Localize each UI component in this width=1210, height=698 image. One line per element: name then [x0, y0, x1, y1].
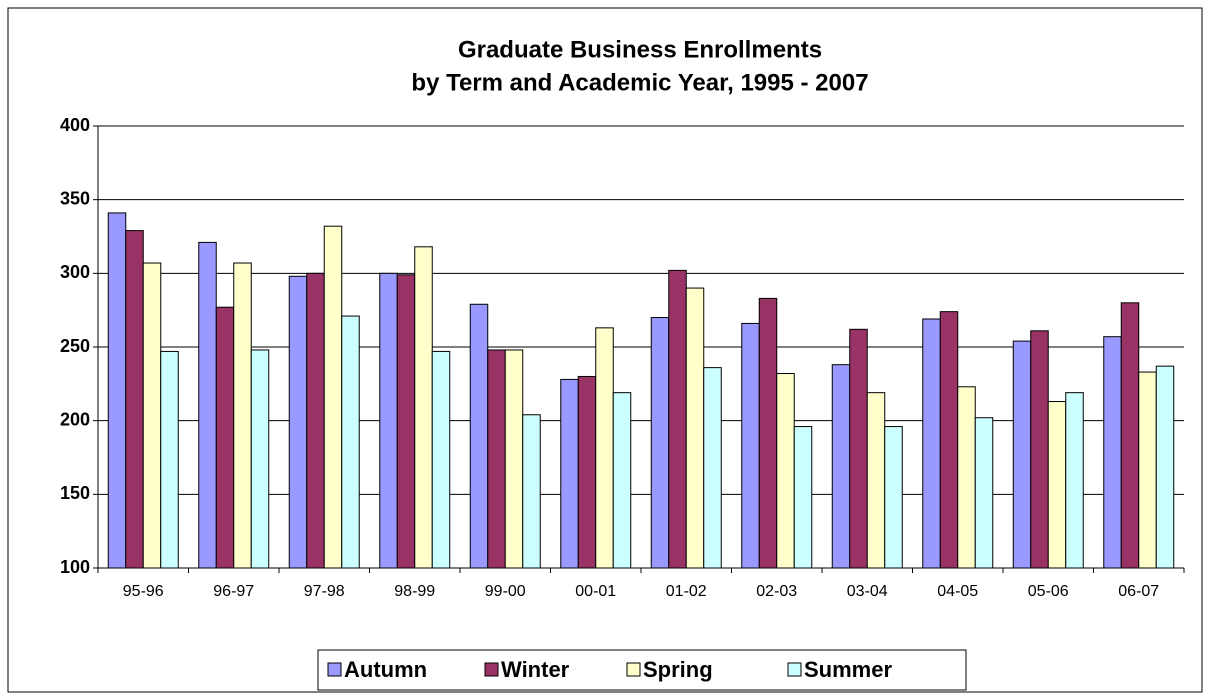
- bar: [612, 392, 632, 569]
- bar: [1030, 330, 1049, 569]
- bar: [250, 349, 270, 569]
- bar: [431, 350, 451, 569]
- legend-box: [317, 649, 967, 691]
- y-tick-label: 150: [60, 483, 90, 503]
- legend-swatch: [327, 662, 342, 677]
- bar: [776, 373, 795, 569]
- bar: [793, 426, 813, 569]
- legend-label: Autumn: [344, 657, 427, 682]
- bar: [125, 230, 144, 569]
- x-tick-label: 05-06: [1028, 583, 1069, 600]
- bar: [142, 262, 162, 569]
- x-tick-label: 03-04: [847, 583, 888, 600]
- bar: [469, 303, 489, 569]
- bar: [685, 287, 705, 569]
- bar: [560, 378, 579, 569]
- bar: [504, 349, 524, 569]
- bar: [595, 327, 614, 569]
- legend-swatch: [787, 662, 802, 677]
- bar: [703, 367, 722, 569]
- bar: [650, 317, 670, 569]
- x-tick-label: 01-02: [666, 583, 707, 600]
- bar: [741, 322, 760, 569]
- bar: [1103, 336, 1122, 569]
- y-tick-label: 200: [60, 409, 90, 429]
- bar: [487, 349, 506, 569]
- bar: [288, 275, 308, 569]
- legend-label: Winter: [501, 657, 570, 682]
- bar: [414, 246, 433, 569]
- legend-swatch: [484, 662, 499, 677]
- bar: [379, 272, 398, 569]
- bar: [1120, 302, 1140, 569]
- y-tick-label: 350: [60, 188, 90, 208]
- bar: [1065, 392, 1084, 569]
- bar: [522, 414, 541, 569]
- legend-swatch: [626, 662, 641, 677]
- bar: [198, 241, 217, 569]
- bar: [1155, 365, 1175, 569]
- bar: [215, 306, 235, 569]
- y-tick-label: 250: [60, 336, 90, 356]
- x-tick-label: 02-03: [756, 583, 797, 600]
- bar: [1012, 340, 1032, 569]
- y-tick-label: 100: [60, 557, 90, 577]
- bar: [107, 212, 127, 569]
- x-tick-label: 06-07: [1118, 583, 1159, 600]
- bar: [922, 318, 941, 569]
- x-tick-label: 99-00: [485, 583, 526, 600]
- bar: [758, 297, 778, 569]
- bar: [577, 375, 597, 569]
- bar: [160, 350, 179, 569]
- x-tick-label: 04-05: [937, 583, 978, 600]
- bar: [1138, 371, 1157, 569]
- bar: [668, 269, 687, 569]
- bar: [323, 225, 343, 569]
- x-tick-label: 96-97: [213, 583, 254, 600]
- x-tick-label: 00-01: [575, 583, 616, 600]
- bar: [233, 262, 252, 569]
- legend-label: Summer: [804, 657, 892, 682]
- y-tick-label: 400: [60, 115, 90, 135]
- bar: [341, 315, 360, 569]
- legend-label: Spring: [643, 657, 713, 682]
- chart-title: Graduate Business Enrollments: [458, 36, 822, 63]
- y-tick-label: 300: [60, 262, 90, 282]
- bar: [396, 274, 416, 569]
- bar: [939, 311, 959, 569]
- chart-title: by Term and Academic Year, 1995 - 2007: [411, 69, 868, 96]
- x-tick-label: 95-96: [123, 583, 164, 600]
- bar: [957, 386, 976, 569]
- bar: [306, 272, 325, 569]
- bar: [849, 328, 868, 569]
- bar: [1047, 401, 1067, 569]
- bar: [831, 364, 851, 569]
- bar: [974, 417, 994, 569]
- bar: [866, 392, 886, 569]
- bar: [884, 426, 903, 569]
- x-tick-label: 97-98: [304, 583, 345, 600]
- x-tick-label: 98-99: [394, 583, 435, 600]
